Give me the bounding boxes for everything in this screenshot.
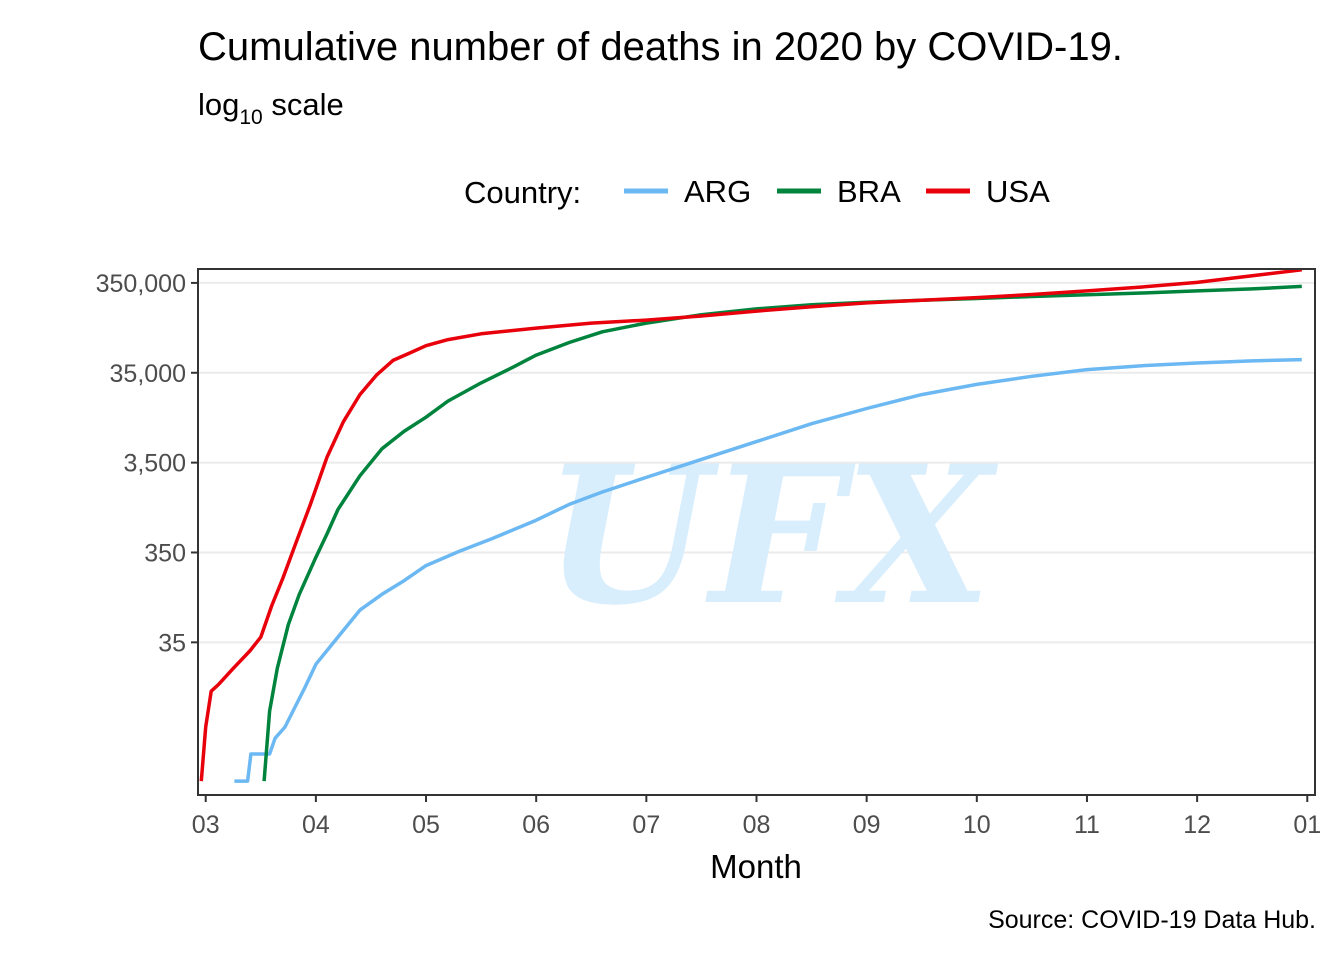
subtitle-scale: scale [263, 87, 344, 122]
x-tick-label: 10 [963, 811, 991, 839]
x-tick-label: 07 [632, 811, 660, 839]
legend-label-usa: USA [986, 174, 1050, 209]
watermark: UFX [544, 424, 999, 647]
chart-title: Cumulative number of deaths in 2020 by C… [198, 25, 1123, 69]
x-axis: 03 04 05 06 07 08 09 10 11 12 01 [192, 795, 1321, 839]
x-tick-label: 06 [522, 811, 550, 839]
x-axis-title: Month [710, 848, 802, 885]
y-tick-label: 350,000 [96, 270, 186, 298]
x-tick-label: 05 [412, 811, 440, 839]
series-line-bra [262, 284, 1302, 782]
y-tick-label: 35 [158, 629, 186, 657]
legend: Country: ARG BRA USA [464, 174, 1050, 210]
caption: Source: COVID-19 Data Hub. [988, 906, 1316, 934]
y-axis: 35 350 3,500 35,000 350,000 [96, 270, 198, 657]
series-line-arg [234, 357, 1302, 783]
subtitle-log: log [198, 87, 239, 122]
x-tick-label: 11 [1074, 811, 1100, 839]
x-tick-label: 09 [853, 811, 881, 839]
x-tick-label: 08 [743, 811, 771, 839]
plot-panel [198, 269, 1315, 795]
y-tick-label: 35,000 [110, 360, 186, 388]
legend-title: Country: [464, 175, 581, 210]
y-tick-label: 350 [144, 539, 186, 567]
chart-subtitle: log10 scale [198, 87, 344, 129]
gridlines [198, 281, 1315, 644]
x-tick-label: 12 [1183, 811, 1211, 839]
legend-label-bra: BRA [837, 174, 901, 209]
x-tick-label: 03 [192, 811, 220, 839]
x-tick-label: 01 [1293, 811, 1321, 839]
legend-label-arg: ARG [684, 174, 751, 209]
y-tick-label: 3,500 [123, 450, 186, 478]
series-line-usa [199, 268, 1303, 782]
x-tick-label: 04 [302, 811, 330, 839]
series-lines [199, 268, 1303, 783]
subtitle-subscript: 10 [239, 106, 262, 129]
